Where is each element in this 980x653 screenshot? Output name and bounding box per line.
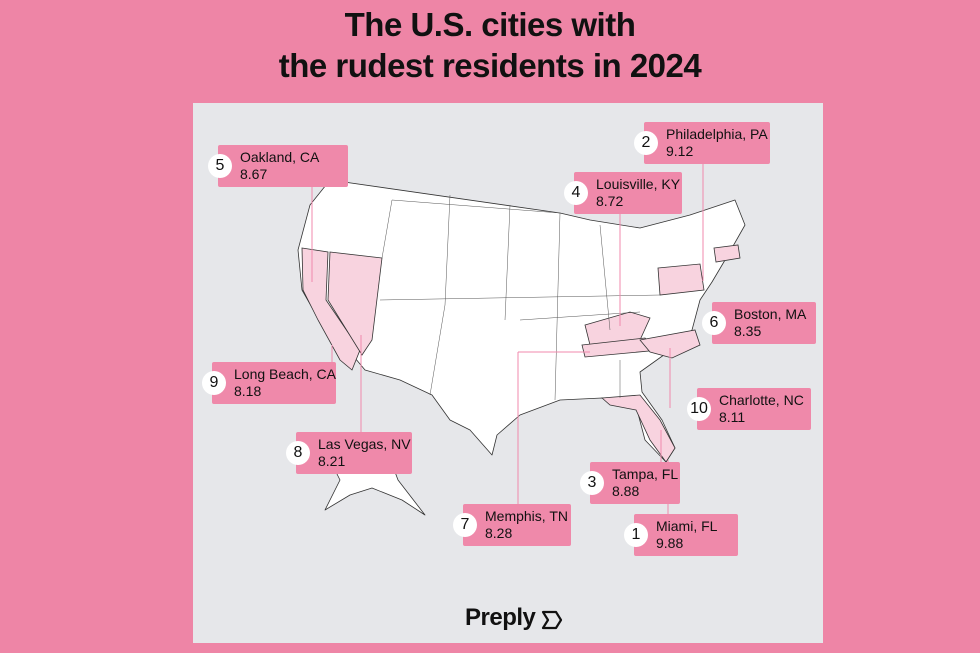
city-name: Boston, MA: [734, 306, 807, 322]
rank-badge: 1: [624, 523, 648, 547]
city-name: Louisville, KY: [596, 176, 681, 192]
city-score: 9.12: [666, 143, 694, 159]
state-borders: [379, 194, 661, 401]
state-nc: [639, 329, 701, 359]
preply-logo-icon: [541, 610, 563, 630]
city-name: Philadelphia, PA: [666, 126, 768, 142]
rank-badge: 10: [687, 397, 711, 421]
city-score: 8.67: [240, 166, 268, 182]
page-title: The U.S. cities with the rudest resident…: [0, 4, 980, 86]
city-name: Tampa, FL: [612, 466, 679, 482]
city-score: 9.88: [656, 535, 684, 551]
city-name: Memphis, TN: [485, 508, 568, 524]
city-score: 8.88: [612, 483, 640, 499]
title-line-2: the rudest residents in 2024: [278, 47, 702, 84]
city-score: 8.11: [719, 409, 746, 425]
state-pa: [657, 263, 705, 296]
title-line-1: The U.S. cities with: [344, 6, 636, 43]
rank-badge: 3: [580, 471, 604, 495]
rank-badge: 2: [634, 131, 658, 155]
label-las-vegas: 8 Las Vegas, NV 8.21: [286, 432, 412, 474]
rank-badge: 5: [208, 154, 232, 178]
rank-badge: 4: [564, 181, 588, 205]
rank-badge: 6: [702, 311, 726, 335]
state-ky: [584, 311, 651, 346]
state-ca: [301, 247, 361, 371]
label-louisville: 4 Louisville, KY 8.72: [564, 172, 682, 214]
label-long-beach: 9 Long Beach, CA 8.18: [202, 362, 336, 404]
city-name: Charlotte, NC: [719, 392, 804, 408]
label-charlotte: 10 Charlotte, NC 8.11: [687, 388, 811, 430]
label-miami: 1 Miami, FL 9.88: [624, 514, 738, 556]
label-oakland: 5 Oakland, CA 8.67: [208, 145, 348, 187]
us-mainland: [297, 179, 746, 463]
brand-logo-text: Preply: [465, 604, 536, 631]
state-fl: [601, 394, 676, 463]
city-score: 8.28: [485, 525, 513, 541]
city-score: 8.21: [318, 453, 346, 469]
city-score: 8.72: [596, 193, 624, 209]
label-tampa: 3 Tampa, FL 8.88: [580, 462, 680, 504]
city-score: 8.18: [234, 383, 262, 399]
city-name: Long Beach, CA: [234, 366, 336, 382]
city-name: Las Vegas, NV: [318, 436, 411, 452]
state-nv: [327, 251, 383, 356]
label-philadelphia: 2 Philadelphia, PA 9.12: [634, 122, 770, 164]
label-memphis: 7 Memphis, TN 8.28: [453, 504, 571, 546]
rank-badge: 7: [453, 513, 477, 537]
city-name: Oakland, CA: [240, 149, 320, 165]
state-ma: [713, 244, 741, 263]
city-score: 8.35: [734, 323, 762, 339]
rank-badge: 9: [202, 371, 226, 395]
label-boston: 6 Boston, MA 8.35: [702, 302, 816, 344]
rank-badge: 8: [286, 441, 310, 465]
city-name: Miami, FL: [656, 518, 718, 534]
